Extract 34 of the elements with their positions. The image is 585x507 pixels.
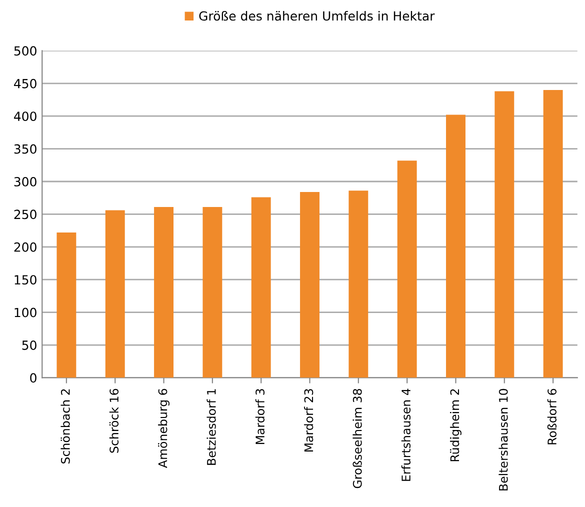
bar xyxy=(397,160,417,378)
bar xyxy=(543,90,563,378)
y-tick-label: 450 xyxy=(14,78,36,88)
bar xyxy=(348,190,368,378)
y-tick-label: 500 xyxy=(14,46,36,56)
bar xyxy=(494,91,514,378)
y-tick-label: 50 xyxy=(22,340,36,350)
bar xyxy=(251,197,271,378)
y-tick-label: 250 xyxy=(14,210,36,220)
y-tick-label: 200 xyxy=(14,242,36,252)
bar xyxy=(300,192,320,378)
x-tick-label: Beltershausen 10 xyxy=(498,388,508,490)
x-tick-label: Schröck 16 xyxy=(109,388,119,453)
x-tick-label: Erfurtshausen 4 xyxy=(401,388,411,481)
bar xyxy=(446,114,466,378)
x-tick-label: Großseelheim 38 xyxy=(352,388,362,488)
y-tick-label: 400 xyxy=(14,112,36,122)
x-tick-label: Schönbach 2 xyxy=(60,389,70,464)
y-tick-label: 300 xyxy=(14,176,36,186)
y-tick-label: 100 xyxy=(14,308,36,318)
bar xyxy=(56,232,76,378)
x-tick-label: Rüdigheim 2 xyxy=(450,389,462,462)
bar xyxy=(154,207,174,378)
bar xyxy=(202,207,222,378)
x-tick-label: Mardorf 3 xyxy=(255,389,265,444)
x-tick-label: Mardorf 23 xyxy=(304,389,314,452)
y-tick-label: 150 xyxy=(14,275,36,285)
y-tick-label: 0 xyxy=(30,373,36,383)
y-tick-label: 350 xyxy=(14,144,36,154)
x-tick-label: Betziesdorf 1 xyxy=(206,389,216,465)
legend-label: Größe des näheren Umfelds in Hektar xyxy=(199,11,435,21)
bar xyxy=(105,210,125,378)
x-tick-label: Amöneburg 6 xyxy=(158,388,170,468)
x-tick-label: Roßdorf 6 xyxy=(547,388,556,444)
